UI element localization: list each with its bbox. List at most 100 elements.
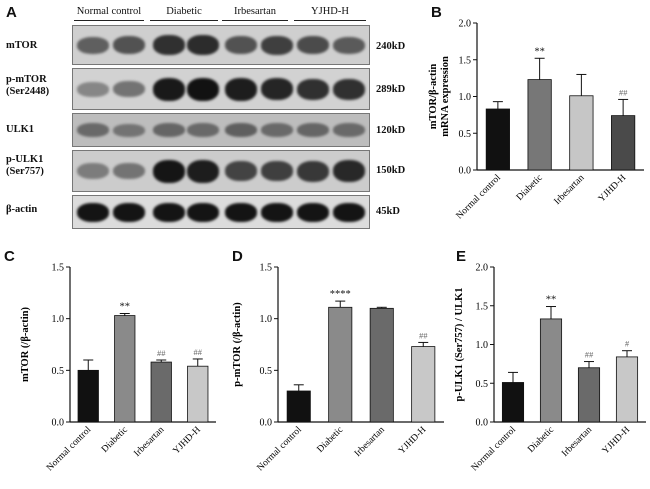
blot-band xyxy=(297,161,329,182)
blot-row-label: mTOR xyxy=(6,40,38,51)
panel-label-b: B xyxy=(431,4,442,21)
group-underline xyxy=(222,20,288,21)
x-tick-label: Irbesartan xyxy=(553,173,587,207)
bar xyxy=(527,79,552,171)
blot-band xyxy=(153,35,185,55)
blot-band xyxy=(225,203,257,222)
y-tick-label: 0.5 xyxy=(459,129,472,140)
blot-size-label: 120kD xyxy=(376,125,406,136)
bar xyxy=(501,382,525,423)
blot-band xyxy=(113,124,145,137)
y-tick-label: 2.0 xyxy=(476,263,489,274)
bar-chart-d: 0.0 0.5 1.0 1.5 p-mTOR (/β-actin) Normal cont… xyxy=(232,263,444,474)
x-tick-label: Irbesartan xyxy=(560,425,594,459)
blot-band xyxy=(261,36,293,55)
blot-strip xyxy=(72,150,370,192)
bar xyxy=(187,365,209,423)
blot-band xyxy=(153,160,185,183)
blot-band xyxy=(261,78,293,100)
blot-size-label: 289kD xyxy=(376,84,406,95)
blot-band xyxy=(77,37,109,54)
y-tick-label: 1.0 xyxy=(476,340,489,351)
blot-band xyxy=(187,203,219,222)
x-tick-label: YJHD-H xyxy=(601,425,632,456)
blot-band xyxy=(333,79,365,100)
group-label: Irbesartan xyxy=(234,6,276,17)
y-axis-label: mTOR/β-actin xyxy=(428,64,439,130)
blot-band xyxy=(333,203,365,222)
bar-chart-e: 0.0 0.5 1.0 1.5 2.0 p-ULK1 (Ser757) / ULK1 Nor… xyxy=(454,263,646,473)
x-tick-label: Diabetic xyxy=(316,425,346,455)
blot-row-label: β-actin xyxy=(6,204,38,215)
blot-band xyxy=(261,123,293,137)
significance-label: ** xyxy=(546,295,557,306)
bar xyxy=(114,315,136,423)
blot-size-label: 150kD xyxy=(376,165,406,176)
y-tick-label: 0.0 xyxy=(476,418,489,429)
blot-strip xyxy=(72,195,370,229)
blot-band xyxy=(225,36,257,54)
blot-band xyxy=(297,36,329,54)
x-tick-label: Diabetic xyxy=(526,425,556,455)
x-tick-label: YJHD-H xyxy=(597,173,628,204)
bar xyxy=(485,108,510,171)
blot-band xyxy=(153,78,185,101)
x-tick-label: Irbesartan xyxy=(353,425,387,459)
blot-band xyxy=(333,160,365,182)
y-tick-label: 0.0 xyxy=(459,166,472,177)
y-axis-label: p-mTOR (/β-actin) xyxy=(232,302,243,387)
x-tick-label: Diabetic xyxy=(100,425,130,455)
significance-label: ## xyxy=(194,347,203,357)
significance-label: ## xyxy=(619,87,628,97)
blot-band xyxy=(225,161,257,181)
significance-label: ## xyxy=(419,330,428,340)
blot-band xyxy=(187,35,219,55)
y-tick-label: 1.0 xyxy=(459,92,472,103)
panel-label-c: C xyxy=(4,248,15,265)
group-underline xyxy=(150,20,218,21)
bar xyxy=(577,367,601,423)
group-label: Normal control xyxy=(76,6,142,17)
panel-label-e: E xyxy=(456,248,467,265)
blot-band xyxy=(113,36,145,54)
x-tick-label: Normal control xyxy=(45,425,94,474)
y-tick-label: 1.5 xyxy=(476,301,489,312)
blot-band xyxy=(333,123,365,137)
blot-band xyxy=(113,81,145,97)
blot-strip xyxy=(72,68,370,110)
blot-band xyxy=(225,123,257,137)
significance-label: ## xyxy=(157,348,166,358)
blot-band xyxy=(261,161,293,181)
y-axis-label: mRNA expression xyxy=(440,56,451,137)
blot-band xyxy=(297,79,329,100)
blot-band xyxy=(153,203,185,222)
bar-chart-b: 0.0 0.5 1.0 1.5 2.0 mTOR/β-actin mRNA expressi… xyxy=(428,19,644,221)
bar-chart-c: 0.0 0.5 1.0 1.5 mTOR (/β-actin) Normal contro… xyxy=(20,263,216,474)
y-tick-label: 1.5 xyxy=(260,263,273,274)
group-label: Diabetic xyxy=(166,6,202,17)
y-tick-label: 0.5 xyxy=(52,366,65,377)
x-tick-label: Normal control xyxy=(256,425,305,474)
blot-band xyxy=(297,123,329,137)
blot-band xyxy=(187,160,219,183)
bar xyxy=(411,346,436,423)
bar xyxy=(328,306,353,423)
bar xyxy=(539,318,563,423)
significance-label: ** xyxy=(534,46,545,57)
blot-band xyxy=(77,203,109,222)
x-tick-label: Diabetic xyxy=(515,173,545,203)
y-tick-label: 0.5 xyxy=(476,379,489,390)
blot-row-label: p-ULK1 (Ser757) xyxy=(6,154,44,177)
blot-band xyxy=(77,82,109,97)
x-tick-label: Irbesartan xyxy=(132,425,166,459)
y-axis-label: p-ULK1 (Ser757) / ULK1 xyxy=(454,287,465,401)
significance-label: ** xyxy=(120,302,131,313)
y-tick-label: 1.0 xyxy=(260,314,273,325)
blot-strip xyxy=(72,113,370,147)
blot-band xyxy=(113,163,145,179)
blot-band xyxy=(187,78,219,101)
bar xyxy=(569,95,594,171)
bar xyxy=(615,356,639,423)
y-tick-label: 1.5 xyxy=(459,55,472,66)
group-underline xyxy=(74,20,144,21)
